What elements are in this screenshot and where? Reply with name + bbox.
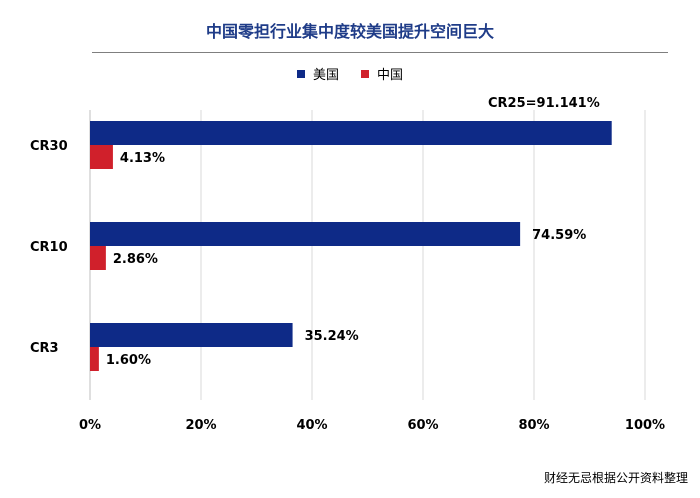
bar-usa	[90, 222, 521, 246]
data-label: 35.24%	[305, 329, 359, 344]
x-tick-label: 40%	[296, 418, 327, 433]
category-label: CR10	[30, 240, 68, 255]
data-label: 74.59%	[532, 228, 586, 243]
category-label: CR30	[30, 139, 68, 154]
legend-item-usa: 美国	[296, 64, 339, 83]
title-divider	[92, 52, 668, 53]
x-tick-label: 80%	[518, 418, 549, 433]
bar-china	[90, 246, 106, 270]
legend-swatch-usa	[296, 69, 305, 78]
legend-swatch-china	[361, 69, 369, 78]
x-tick-label: 100%	[625, 418, 665, 433]
x-tick-label: 0%	[79, 418, 101, 433]
data-label: CR25=91.141%	[488, 96, 600, 111]
legend-label-china: 中国	[377, 68, 404, 83]
x-tick-label: 60%	[407, 418, 438, 433]
data-label: 1.60%	[106, 353, 151, 368]
data-label: 2.86%	[113, 252, 158, 267]
category-label: CR3	[30, 341, 59, 356]
bar-usa	[90, 323, 293, 347]
data-label: 4.13%	[120, 151, 165, 166]
x-tick-label: 20%	[185, 418, 216, 433]
bar-china	[90, 347, 99, 371]
legend-item-china: 中国	[361, 64, 403, 83]
source-note: 财经无忌根据公开资料整理	[543, 471, 688, 485]
chart-title: 中国零担行业集中度较美国提升空间巨大	[205, 22, 494, 41]
legend: 美国 中国	[0, 64, 700, 83]
bar-usa	[90, 121, 612, 145]
bar-china	[90, 145, 113, 169]
legend-label-usa: 美国	[312, 68, 339, 83]
